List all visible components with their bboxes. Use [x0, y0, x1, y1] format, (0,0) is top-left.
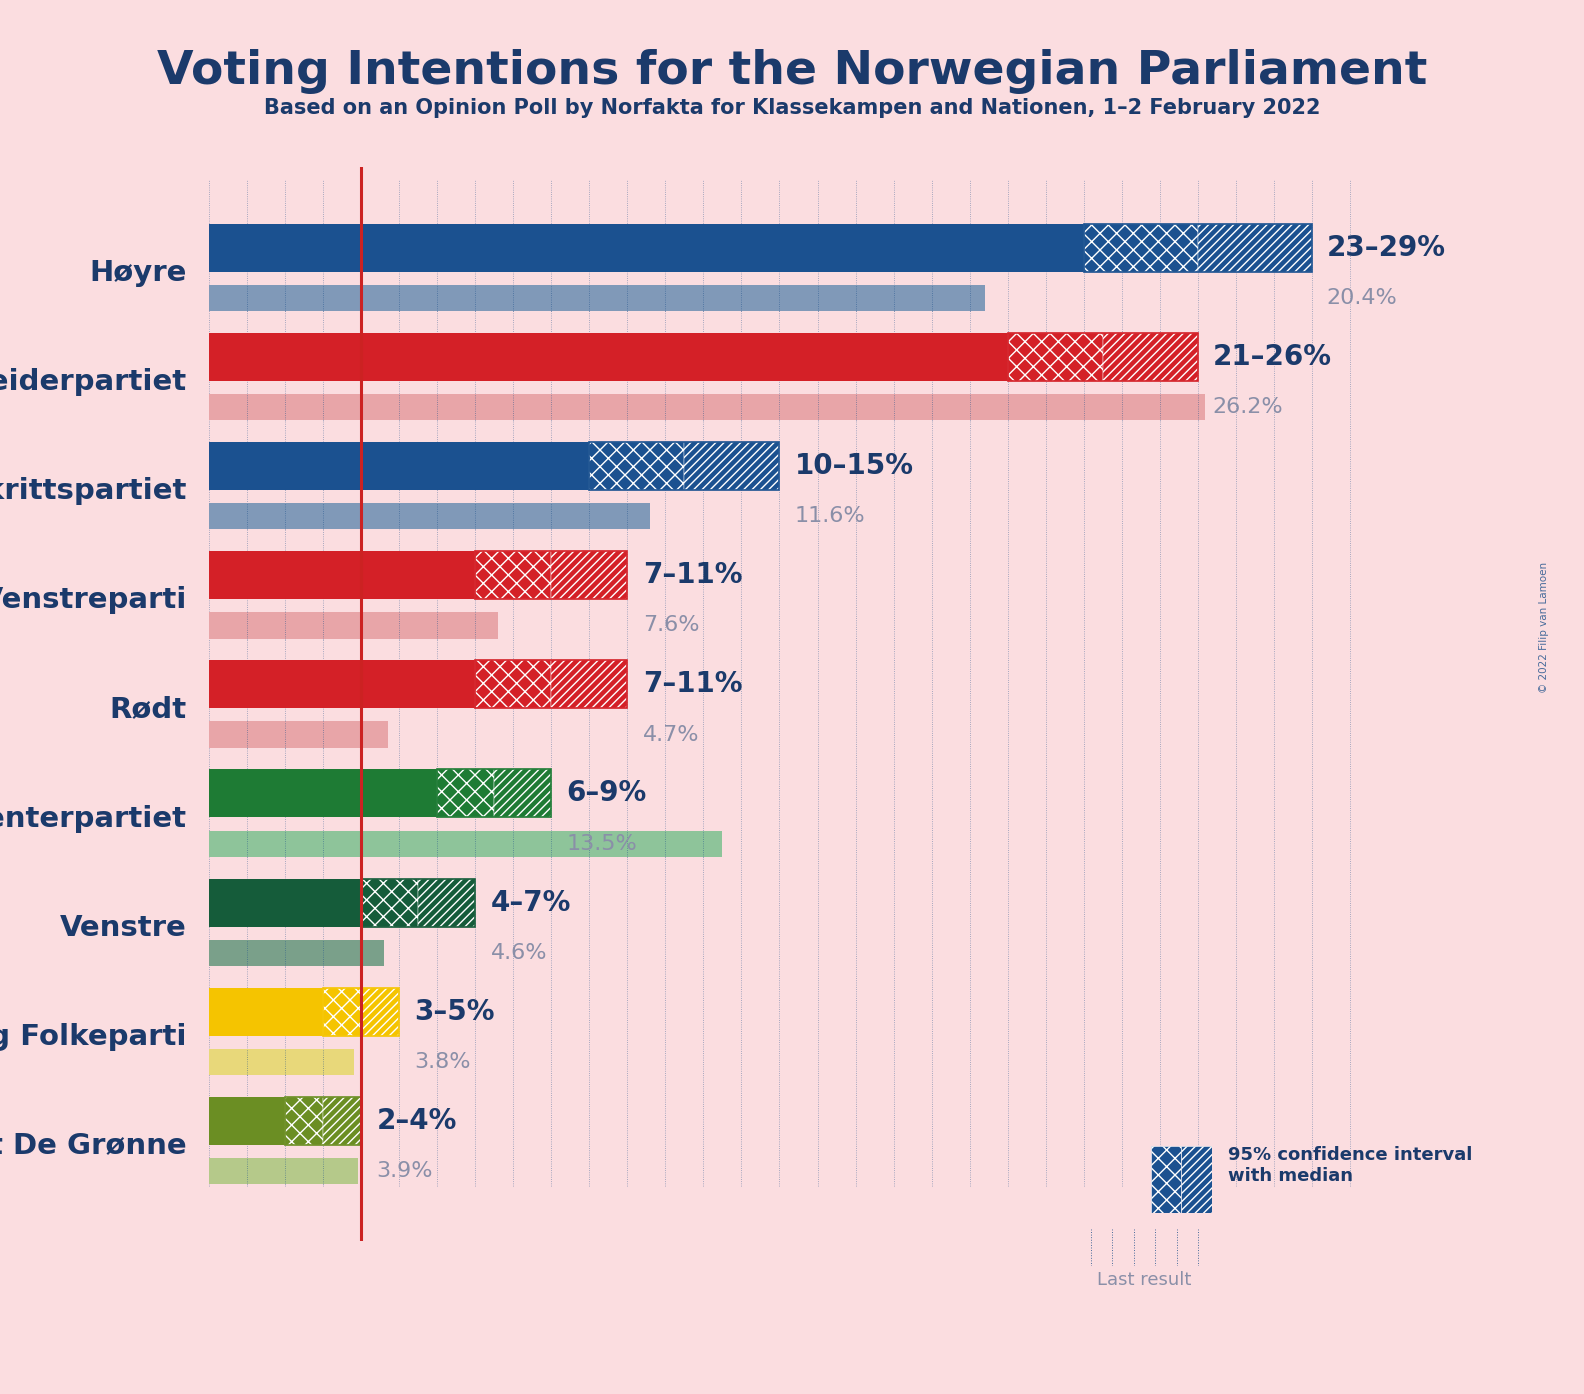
Text: Arbeiderpartiet: Arbeiderpartiet: [0, 368, 187, 396]
Bar: [1083, 224, 1198, 272]
Bar: [209, 395, 1205, 421]
Text: 95% confidence interval
with median: 95% confidence interval with median: [1228, 1146, 1472, 1185]
Bar: [551, 661, 627, 708]
Bar: [209, 333, 1007, 381]
Bar: [494, 769, 551, 817]
Text: 26.2%: 26.2%: [1213, 397, 1283, 417]
Text: 20.4%: 20.4%: [1327, 289, 1397, 308]
Text: 2–4%: 2–4%: [377, 1107, 458, 1135]
Bar: [209, 940, 385, 966]
Bar: [475, 661, 551, 708]
Bar: [1007, 333, 1102, 381]
Bar: [475, 551, 551, 599]
Bar: [209, 1097, 285, 1144]
Text: Kristelig Folkeparti: Kristelig Folkeparti: [0, 1023, 187, 1051]
Text: Based on an Opinion Poll by Norfakta for Klassekampen and Nationen, 1–2 February: Based on an Opinion Poll by Norfakta for…: [265, 98, 1319, 117]
Bar: [209, 769, 437, 817]
Text: © 2022 Filip van Lamoen: © 2022 Filip van Lamoen: [1540, 562, 1549, 693]
Bar: [551, 551, 627, 599]
Bar: [361, 878, 418, 927]
Bar: [209, 722, 388, 747]
Text: 21–26%: 21–26%: [1213, 343, 1332, 371]
Bar: [475, 661, 627, 708]
Bar: [1198, 224, 1312, 272]
Text: 7–11%: 7–11%: [643, 562, 743, 590]
Bar: [684, 442, 779, 491]
Text: Voting Intentions for the Norwegian Parliament: Voting Intentions for the Norwegian Parl…: [157, 49, 1427, 93]
Bar: [589, 442, 779, 491]
Bar: [209, 1158, 358, 1184]
Text: Miljøpartiet De Grønne: Miljøpartiet De Grønne: [0, 1132, 187, 1160]
Text: 4.6%: 4.6%: [491, 942, 546, 963]
Bar: [437, 769, 494, 817]
Bar: [285, 1097, 323, 1144]
Bar: [209, 503, 651, 530]
Bar: [1083, 224, 1312, 272]
Text: 4–7%: 4–7%: [491, 888, 570, 916]
Bar: [209, 661, 475, 708]
Text: 13.5%: 13.5%: [567, 834, 637, 853]
Bar: [1102, 333, 1198, 381]
Bar: [323, 987, 399, 1036]
Text: Sosialistisk Venstreparti: Sosialistisk Venstreparti: [0, 587, 187, 615]
Text: 7–11%: 7–11%: [643, 671, 743, 698]
Bar: [323, 1097, 361, 1144]
Text: 7.6%: 7.6%: [643, 615, 699, 636]
Text: Last result: Last result: [1098, 1271, 1191, 1289]
Bar: [209, 286, 985, 311]
Text: 4.7%: 4.7%: [643, 725, 699, 744]
Bar: [285, 1097, 361, 1144]
Bar: [418, 878, 475, 927]
Text: 3.8%: 3.8%: [415, 1051, 470, 1072]
Text: Rødt: Rødt: [109, 696, 187, 723]
Bar: [1007, 333, 1198, 381]
Text: Høyre: Høyre: [89, 259, 187, 287]
Text: 6–9%: 6–9%: [567, 779, 646, 807]
Bar: [209, 551, 475, 599]
Text: 3.9%: 3.9%: [377, 1161, 432, 1181]
Text: 23–29%: 23–29%: [1327, 234, 1446, 262]
Bar: [323, 987, 361, 1036]
Bar: [209, 831, 722, 857]
Text: 10–15%: 10–15%: [795, 452, 914, 480]
Bar: [589, 442, 684, 491]
Bar: [361, 987, 399, 1036]
Text: 3–5%: 3–5%: [415, 998, 496, 1026]
Bar: [209, 1048, 353, 1075]
Bar: [475, 551, 627, 599]
Bar: [209, 224, 1083, 272]
Bar: [209, 878, 361, 927]
Text: Senterpartiet: Senterpartiet: [0, 804, 187, 832]
Bar: [209, 612, 499, 638]
Bar: [209, 987, 323, 1036]
Bar: [209, 442, 589, 491]
Text: 11.6%: 11.6%: [795, 506, 865, 527]
Text: Fremskrittspartiet: Fremskrittspartiet: [0, 477, 187, 505]
Bar: [361, 878, 475, 927]
Text: Venstre: Venstre: [60, 913, 187, 941]
Bar: [437, 769, 551, 817]
